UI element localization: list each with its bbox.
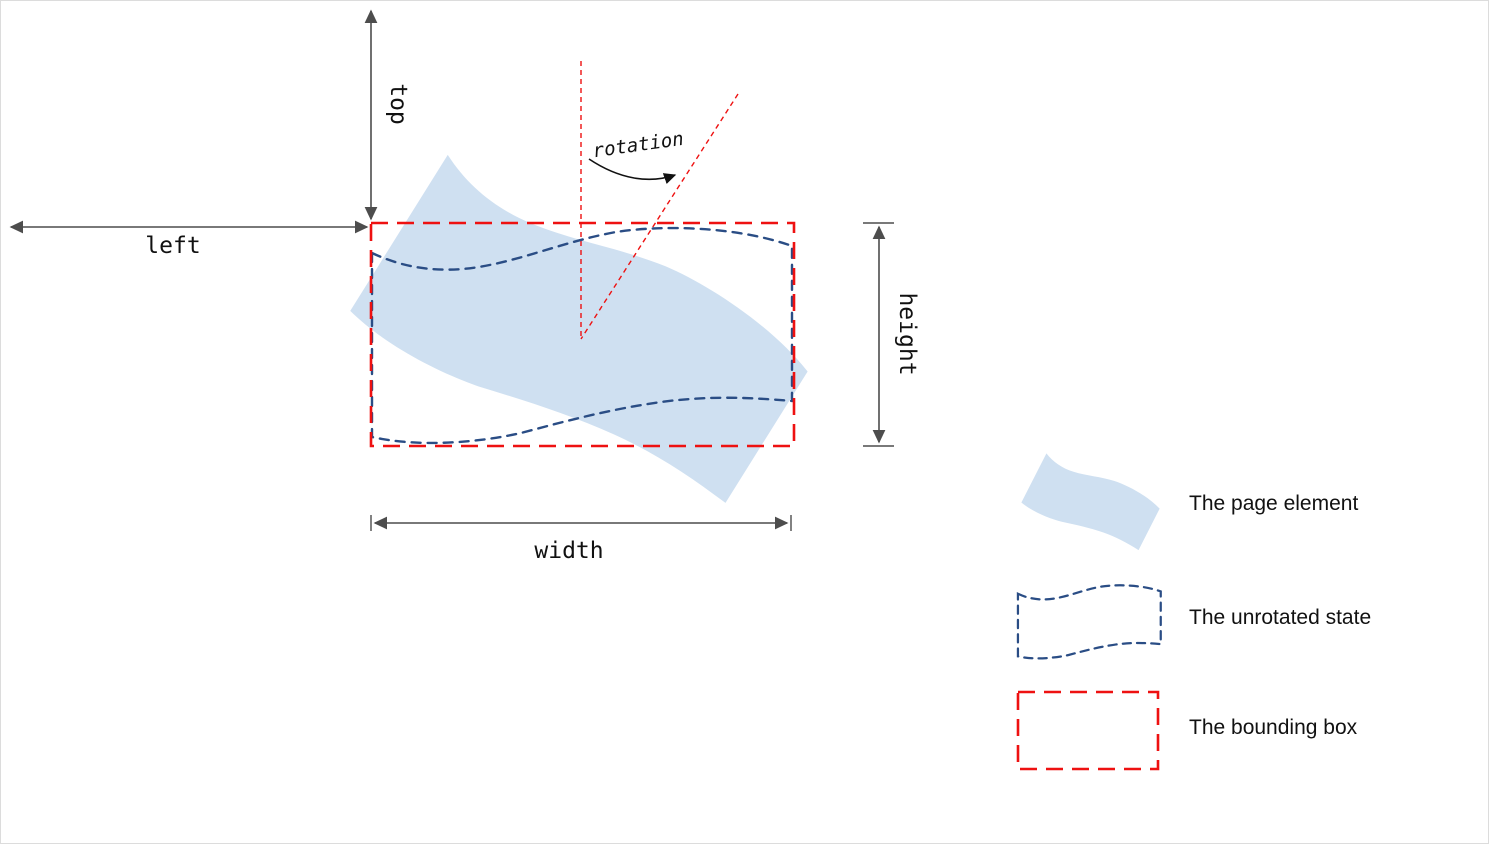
legend-item-page-element: The page element xyxy=(1020,446,1358,562)
legend-item-unrotated-state: The unrotated state xyxy=(1016,584,1371,660)
top-arrow: top xyxy=(364,9,411,221)
legend-page-element-label: The page element xyxy=(1189,492,1358,515)
legend: The page element The unrotated state The… xyxy=(1016,446,1371,771)
rotation-arrow xyxy=(588,158,677,184)
rotation-label: rotation xyxy=(591,128,685,163)
height-label: height xyxy=(894,292,920,375)
top-label: top xyxy=(385,83,411,125)
bounding-box xyxy=(369,221,796,448)
legend-unrotated-state-label: The unrotated state xyxy=(1189,606,1371,629)
legend-bounding-box-label: The bounding box xyxy=(1189,716,1358,739)
legend-item-bounding-box: The bounding box xyxy=(1016,690,1358,771)
height-arrow: height xyxy=(863,222,920,447)
page-element-shape xyxy=(347,133,818,539)
legend-bounding-box-icon xyxy=(1016,690,1160,771)
left-arrow: left xyxy=(9,220,369,259)
rotation-angle-line xyxy=(580,93,739,340)
legend-page-element-icon xyxy=(1020,446,1163,562)
rotation-annotation: rotation xyxy=(588,128,685,184)
width-arrow: width xyxy=(370,515,792,564)
width-label: width xyxy=(534,538,603,564)
left-label: left xyxy=(145,233,200,259)
legend-unrotated-state-icon xyxy=(1016,584,1162,660)
